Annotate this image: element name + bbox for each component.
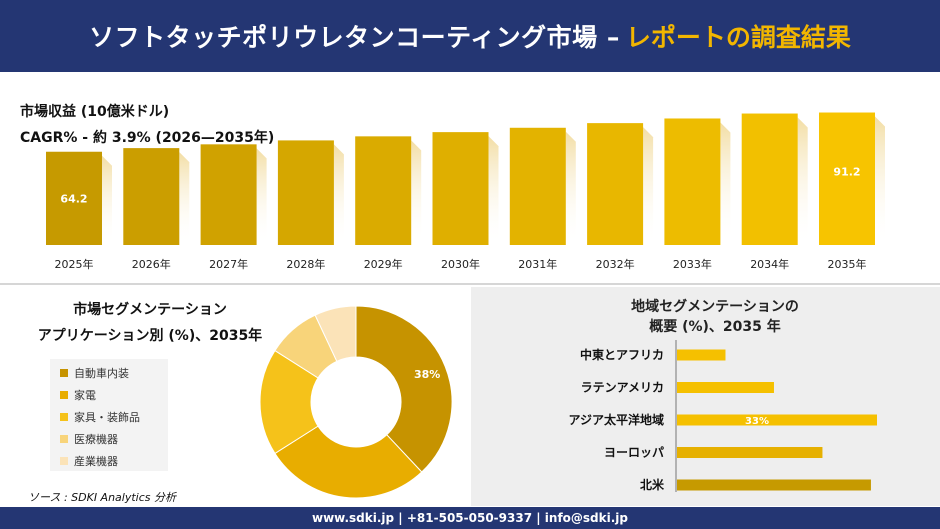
- slice-value-label: 38%: [414, 368, 440, 381]
- revenue-bar: [819, 112, 875, 245]
- year-tick-label: 2032年: [596, 257, 635, 271]
- bar-shadow: [488, 136, 499, 245]
- revenue-bar: [509, 127, 566, 245]
- bar-shadow: [875, 116, 885, 245]
- region-bar: [677, 349, 726, 361]
- bar-shadow: [643, 127, 654, 245]
- revenue-bar: [46, 151, 102, 245]
- revenue-bar: [587, 123, 644, 245]
- legend-item: 家電: [60, 387, 96, 403]
- region-label: アジア太平洋地域: [568, 412, 664, 427]
- application-donut-chart: 38%: [259, 305, 453, 499]
- bar-value-label: 64.2: [60, 192, 87, 205]
- report-title: ソフトタッチポリウレタンコーティング市場 –: [89, 23, 620, 52]
- region-bar: [677, 414, 877, 426]
- year-tick-label: 2030年: [441, 257, 480, 271]
- legend-label: 家電: [74, 389, 96, 402]
- report-title-accent: レポートの調査結果: [625, 23, 851, 52]
- bar-shadow: [720, 122, 731, 245]
- application-segment-title-line1: 市場セグメンテーション: [73, 302, 227, 318]
- revenue-bar: [432, 132, 489, 245]
- revenue-chart-labels: 市場収益 (10億米ドル) CAGR% - 約 3.9% (2026—2035年…: [20, 99, 274, 151]
- footer-contact: www.sdki.jp | +81-505-050-9337 | info@sd…: [311, 511, 628, 525]
- legend-swatch: [60, 391, 68, 399]
- legend-item: 産業機器: [60, 453, 118, 469]
- region-segment-title: 地域セグメンテーションの 概要 (%)、2035 年: [580, 297, 850, 337]
- year-tick-label: 2025年: [55, 257, 94, 271]
- year-tick-label: 2034年: [750, 257, 789, 271]
- year-tick-label: 2031年: [518, 257, 557, 271]
- region-bar: [677, 382, 774, 393]
- application-segment-title: 市場セグメンテーション アプリケーション別 (%)、2035年: [20, 297, 280, 349]
- donut-slice: [314, 305, 357, 362]
- year-tick-label: 2035年: [828, 257, 867, 271]
- year-tick-label: 2026年: [132, 257, 171, 271]
- region-value-label: 33%: [745, 416, 769, 427]
- bar-shadow: [797, 117, 808, 245]
- region-label: 北米: [640, 477, 665, 492]
- region-bar: [677, 479, 871, 491]
- region-bar: [677, 447, 823, 458]
- revenue-bar: [123, 148, 180, 245]
- bar-shadow: [565, 131, 576, 245]
- revenue-bar: [664, 118, 721, 245]
- region-label: ヨーロッパ: [604, 446, 664, 460]
- revenue-bar: [200, 144, 257, 245]
- legend-item: 医療機器: [60, 431, 118, 447]
- section-divider: [0, 283, 940, 285]
- revenue-chart-cagr: CAGR% - 約 3.9% (2026—2035年): [20, 130, 275, 146]
- legend-label: 医療機器: [74, 433, 118, 446]
- donut-slice: [355, 305, 453, 473]
- application-legend: 自動車内装 家電 家具・装飾品 医療機器 産業機器: [50, 359, 168, 471]
- region-panel-background: [471, 287, 940, 506]
- bar-shadow: [333, 144, 344, 245]
- bar-shadow: [179, 152, 190, 245]
- donut-slice: [274, 425, 423, 499]
- legend-item: 自動車内装: [60, 365, 129, 381]
- revenue-bar: [355, 136, 412, 245]
- bar-value-label: 91.2: [833, 166, 860, 179]
- region-label: ラテンアメリカ: [581, 381, 664, 395]
- report-header: ソフトタッチポリウレタンコーティング市場 – レポートの調査結果: [0, 0, 940, 72]
- legend-swatch: [60, 457, 68, 465]
- legend-swatch: [60, 413, 68, 421]
- year-tick-label: 2027年: [209, 257, 248, 271]
- revenue-chart-title: 市場収益 (10億米ドル): [20, 104, 170, 120]
- legend-item: 家具・装飾品: [60, 409, 140, 425]
- bar-shadow: [411, 140, 422, 245]
- legend-label: 自動車内装: [74, 367, 129, 380]
- region-label: 中東とアフリカ: [580, 347, 664, 362]
- revenue-bar: [741, 113, 798, 246]
- year-tick-label: 2029年: [364, 257, 403, 271]
- legend-swatch: [60, 435, 68, 443]
- region-segment-title-line2: 概要 (%)、2035 年: [649, 319, 781, 335]
- bar-shadow: [256, 148, 267, 245]
- source-note: ソース : SDKI Analytics 分析: [28, 491, 177, 504]
- region-segment-title-line1: 地域セグメンテーションの: [631, 299, 799, 315]
- year-tick-label: 2033年: [673, 257, 712, 271]
- legend-label: 家具・装飾品: [74, 411, 140, 424]
- legend-swatch: [60, 369, 68, 377]
- application-segment-title-line2: アプリケーション別 (%)、2035年: [37, 328, 263, 344]
- legend-label: 産業機器: [74, 455, 118, 468]
- contact-footer: www.sdki.jp | +81-505-050-9337 | info@sd…: [0, 507, 940, 529]
- bar-shadow: [102, 155, 112, 245]
- revenue-bar: [277, 140, 334, 245]
- year-tick-label: 2028年: [286, 257, 325, 271]
- revenue-bar-chart: 2025年 64.2 2026年 2027年 2028年 2029年 2030年 2031年 2…: [46, 112, 885, 271]
